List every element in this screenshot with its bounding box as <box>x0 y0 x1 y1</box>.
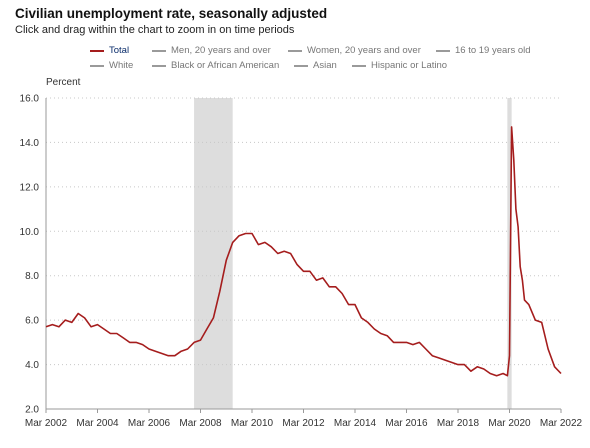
legend-swatch-icon <box>288 49 302 52</box>
legend-label: Black or African American <box>171 60 280 71</box>
x-tick-label: Mar 2008 <box>179 418 222 429</box>
chart-subtitle: Click and drag within the chart to zoom … <box>15 24 295 36</box>
legend-swatch-icon <box>352 64 366 67</box>
x-tick-label: Mar 2004 <box>76 418 119 429</box>
legend-swatch-icon <box>90 49 104 52</box>
chart-title: Civilian unemployment rate, seasonally a… <box>15 6 328 21</box>
y-axis-label: Percent <box>46 77 81 88</box>
legend-item-black[interactable]: Black or African American <box>152 60 294 71</box>
y-tick-label: 2.0 <box>25 405 39 416</box>
legend-swatch-icon <box>436 49 450 52</box>
legend-swatch-icon <box>294 64 308 67</box>
series-line-total <box>45 126 562 377</box>
x-tick-label: Mar 2010 <box>231 418 274 429</box>
legend-label: Asian <box>313 60 337 71</box>
x-tick-label: Mar 2006 <box>128 418 171 429</box>
legend-label: Men, 20 years and over <box>171 45 271 56</box>
x-tick-label: Mar 2022 <box>540 418 583 429</box>
x-tick-label: Mar 2014 <box>334 418 377 429</box>
legend-label: Hispanic or Latino <box>371 60 448 71</box>
x-tick-label: Mar 2012 <box>282 418 325 429</box>
y-tick-label: 12.0 <box>20 182 40 193</box>
legend-row-2: White Black or African American Asian Hi… <box>90 58 580 73</box>
legend-label: Women, 20 years and over <box>307 45 421 56</box>
y-tick-label: 8.0 <box>25 271 39 282</box>
legend: Total Men, 20 years and over Women, 20 y… <box>90 43 580 73</box>
legend-label: Total <box>109 45 130 56</box>
legend-label: 16 to 19 years old <box>455 45 531 56</box>
legend-swatch-icon <box>152 49 166 52</box>
recession-band <box>507 98 512 409</box>
x-tick-label: Mar 2018 <box>437 418 480 429</box>
recession-band <box>194 98 233 409</box>
legend-item-asian[interactable]: Asian <box>294 60 352 71</box>
legend-item-women[interactable]: Women, 20 years and over <box>288 45 436 56</box>
y-tick-label: 4.0 <box>25 360 39 371</box>
legend-row-1: Total Men, 20 years and over Women, 20 y… <box>90 43 580 58</box>
legend-item-total[interactable]: Total <box>90 45 152 56</box>
legend-label: White <box>109 60 134 71</box>
legend-item-teens[interactable]: 16 to 19 years old <box>436 45 531 56</box>
legend-item-hispanic[interactable]: Hispanic or Latino <box>352 60 447 71</box>
y-tick-label: 6.0 <box>25 316 39 327</box>
x-tick-label: Mar 2016 <box>385 418 428 429</box>
legend-item-men[interactable]: Men, 20 years and over <box>152 45 288 56</box>
legend-item-white[interactable]: White <box>90 60 152 71</box>
y-tick-label: 14.0 <box>20 138 40 149</box>
x-tick-label: Mar 2002 <box>25 418 68 429</box>
legend-swatch-icon <box>90 64 104 67</box>
y-tick-label: 10.0 <box>20 227 40 238</box>
legend-swatch-icon <box>152 64 166 67</box>
y-tick-label: 16.0 <box>20 94 40 105</box>
x-tick-label: Mar 2020 <box>488 418 531 429</box>
